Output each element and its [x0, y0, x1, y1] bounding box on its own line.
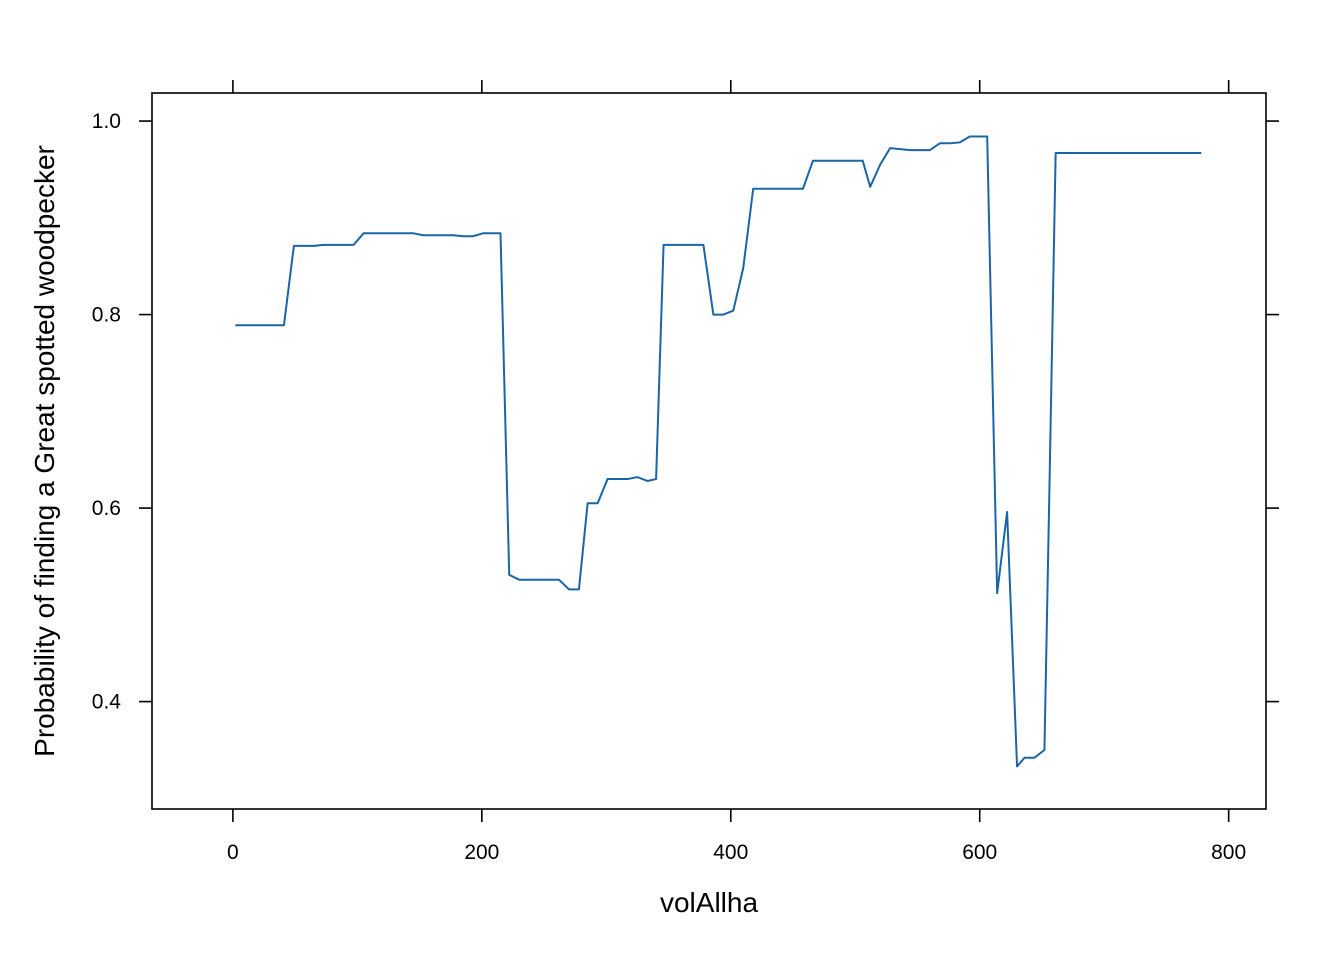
y-tick-label: 0.6: [92, 497, 121, 520]
y-tick-label: 1.0: [92, 110, 121, 133]
y-axis-title: Probability of finding a Great spotted w…: [29, 145, 60, 757]
series-line: [235, 135, 1202, 768]
axis-ticks: [139, 80, 1279, 822]
x-tick-label: 400: [713, 841, 748, 864]
x-tick-label: 200: [464, 841, 499, 864]
x-tick-label: 0: [227, 841, 239, 864]
y-tick-label: 0.4: [92, 691, 122, 714]
y-tick-label: 0.8: [92, 304, 121, 327]
series-layer: [235, 135, 1202, 768]
x-axis-title: volAllha: [660, 887, 758, 918]
x-tick-label: 800: [1211, 841, 1246, 864]
plot-frame: [151, 92, 1267, 810]
axis-tick-labels: 0 200 400 600 800 0.4 0.6 0.8 1.0: [92, 110, 1246, 864]
x-tick-label: 600: [962, 841, 997, 864]
